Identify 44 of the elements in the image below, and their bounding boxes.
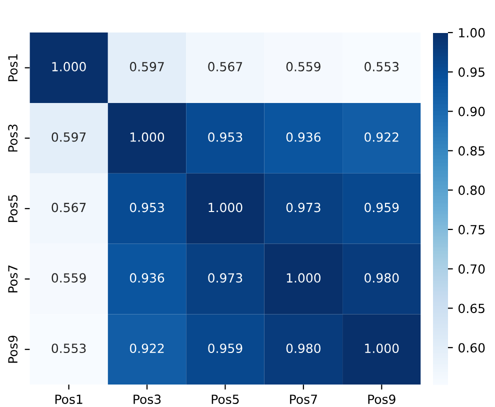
data-label: 0.597: [52, 132, 86, 142]
x-tick-label: Pos7: [290, 394, 317, 404]
x-tick-label: Pos3: [134, 394, 161, 404]
data-label: 1.000: [208, 202, 242, 212]
data-label: 1.000: [286, 273, 320, 283]
data-label: 0.553: [364, 62, 399, 72]
color-bar-label: 0.65: [458, 304, 484, 314]
color-bar-label: 0.80: [458, 186, 485, 196]
data-label: 1.000: [365, 344, 399, 354]
y-tick-label: Pos1: [8, 54, 18, 82]
data-label: 0.959: [364, 202, 399, 212]
data-label: 1.000: [52, 62, 86, 72]
data-label: 0.953: [130, 202, 164, 212]
data-label: 0.559: [52, 273, 86, 283]
data-label: 0.567: [208, 62, 242, 72]
data-label: 0.959: [208, 344, 242, 354]
data-label: 0.597: [130, 62, 164, 72]
data-label: 0.922: [364, 132, 398, 142]
data-label: 0.973: [286, 202, 320, 212]
color-bar-label: 0.60: [458, 343, 485, 353]
data-label: 0.953: [208, 132, 242, 142]
color-bar-label: 1.00: [459, 28, 485, 38]
y-tick-label: Pos9: [8, 336, 18, 363]
x-tick-label: Pos1: [55, 394, 82, 404]
color-bar-label: 0.75: [458, 224, 484, 234]
data-label: 0.936: [286, 132, 321, 142]
color-bar-label: 0.70: [458, 264, 485, 274]
data-label: 0.559: [286, 62, 320, 72]
data-label: 0.567: [52, 202, 86, 212]
y-tick-label: Pos5: [8, 195, 18, 222]
data-label: 0.553: [52, 344, 86, 354]
color-bar-label: 0.85: [458, 146, 484, 156]
data-label: 0.973: [208, 273, 242, 283]
x-tick-label: Pos9: [368, 394, 396, 404]
data-label: 0.980: [286, 344, 320, 354]
y-tick-label: Pos3: [8, 124, 18, 152]
color-bar-label: 0.95: [458, 67, 484, 77]
data-label: 0.980: [364, 273, 399, 283]
y-tick-label: Pos7: [8, 265, 18, 292]
data-label: 0.922: [130, 344, 164, 354]
x-tick-label: Pos5: [212, 394, 239, 404]
color-bar-label: 0.90: [458, 106, 485, 116]
data-label: 1.000: [130, 132, 164, 142]
data-label: 0.936: [130, 273, 164, 283]
